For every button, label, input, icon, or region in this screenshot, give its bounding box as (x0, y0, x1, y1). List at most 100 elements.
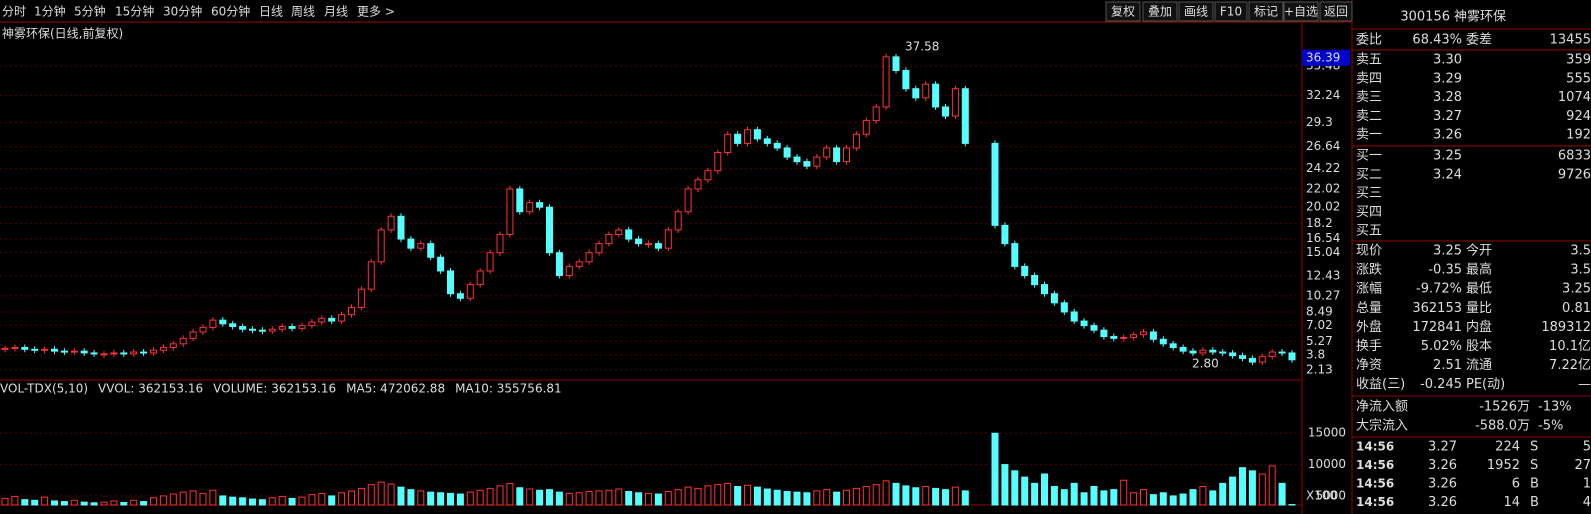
candle (486, 252, 494, 272)
y-tick-label: 18.2 (1306, 216, 1333, 230)
toolbar-button-label[interactable]: +自选 (1284, 5, 1318, 19)
book-volume: 924 (1566, 109, 1591, 124)
candle (357, 288, 365, 308)
candle (555, 252, 563, 277)
candle (328, 317, 336, 322)
stat-value: -0.245 (1420, 377, 1462, 392)
stat-label: 今开 (1466, 243, 1492, 259)
volume-bar (793, 491, 801, 506)
stat-value: 3.25 (1562, 282, 1591, 297)
book-price: 3.24 (1433, 167, 1462, 182)
candle (258, 329, 266, 332)
candle (100, 353, 108, 356)
toolbar-button-label[interactable]: 叠加 (1148, 5, 1172, 19)
candle (1120, 336, 1128, 339)
volume-bar (338, 492, 346, 506)
period-tab[interactable]: 分时 (2, 5, 26, 19)
book-price: 3.28 (1433, 90, 1462, 105)
tick-volume: 14 (1503, 495, 1520, 510)
tick-volume: 6 (1512, 477, 1520, 492)
candle (110, 352, 118, 355)
toolbar-button[interactable] (1142, 1, 1178, 22)
period-tab[interactable]: 60分钟 (211, 4, 250, 19)
stat-label: 涨幅 (1356, 282, 1382, 297)
volume-legend: VOLUME: 362153.16 (213, 382, 336, 396)
candle (674, 211, 682, 231)
period-tab[interactable]: 周线 (291, 5, 315, 19)
volume-bar (1021, 476, 1029, 506)
candle (1189, 350, 1197, 354)
toolbar-button[interactable] (1214, 1, 1248, 22)
candle (951, 88, 959, 117)
toolbar-button-label[interactable]: 返回 (1324, 5, 1348, 19)
candle (60, 350, 68, 353)
period-tab[interactable]: 日线 (259, 5, 283, 19)
volume-bar (932, 487, 940, 506)
volume-bar (1159, 492, 1167, 506)
book-price: 3.26 (1433, 128, 1462, 143)
tick-count: 5 (1583, 440, 1591, 455)
cursor-price-box (1302, 49, 1350, 66)
book-price: 3.27 (1433, 109, 1462, 124)
stat-label: 流通 (1466, 358, 1492, 373)
candle (635, 238, 643, 245)
volume-bar (1090, 486, 1098, 506)
volume-bar (1, 497, 9, 506)
volume-bar (486, 487, 494, 506)
candle (1130, 334, 1138, 338)
toolbar-button[interactable] (1248, 1, 1284, 22)
volume-bar (60, 501, 68, 506)
book-label: 卖四 (1356, 71, 1382, 86)
volume-bar (516, 487, 524, 506)
period-tab[interactable]: 5分钟 (74, 4, 106, 19)
toolbar-button[interactable] (1283, 1, 1319, 22)
toolbar-button-label[interactable]: 复权 (1111, 5, 1135, 19)
candle (1179, 346, 1187, 352)
toolbar-button-label[interactable]: 画线 (1184, 5, 1208, 19)
candle (1060, 302, 1068, 313)
candle (1149, 331, 1157, 340)
volume-bar (1110, 489, 1118, 506)
period-tab[interactable]: 30分钟 (163, 4, 202, 19)
volume-bar (595, 490, 603, 506)
candle (21, 346, 29, 350)
candle (120, 352, 128, 355)
volume-bar (1140, 489, 1147, 506)
tick-side: S (1530, 440, 1538, 455)
volume-bar (615, 488, 623, 506)
toolbar-button-label[interactable]: F10 (1220, 5, 1242, 19)
volume-bar (575, 492, 583, 506)
flow-value: -1526万 (1479, 400, 1530, 415)
candle (932, 83, 940, 108)
volume-bar (130, 499, 138, 506)
volume-bar (348, 490, 355, 506)
period-tab[interactable]: 15分钟 (115, 4, 154, 19)
volume-bar (506, 482, 514, 506)
period-tab[interactable]: 更多 > (357, 5, 395, 19)
toolbar-button[interactable] (1319, 1, 1353, 22)
y-tick-label: 22.02 (1306, 181, 1340, 195)
toolbar-button[interactable] (1178, 1, 1214, 22)
volume-bar (694, 487, 702, 506)
candle (744, 129, 751, 144)
volume-bar (1248, 470, 1256, 506)
candle (1229, 352, 1237, 357)
stat-value: 10.1亿 (1549, 339, 1591, 354)
toolbar-button-label[interactable]: 标记 (1254, 5, 1278, 19)
volume-bar (258, 499, 266, 506)
tick-count: 4 (1583, 495, 1591, 510)
candle (843, 147, 850, 163)
period-tab[interactable]: 1分钟 (34, 4, 66, 19)
volume-bar (813, 490, 821, 506)
toolbar-button[interactable] (1105, 1, 1141, 22)
volume-bar (1060, 489, 1068, 506)
flow-percent: -13% (1538, 400, 1572, 415)
candle (288, 326, 296, 329)
candle (80, 350, 88, 354)
volume-bar (843, 489, 850, 506)
period-tab[interactable]: 月线 (324, 5, 348, 19)
volume-bar (1070, 482, 1078, 506)
stat-value: 7.22亿 (1549, 358, 1591, 373)
volume-bar (209, 489, 217, 506)
volume-legend: VOL-TDX(5,10) (0, 382, 88, 396)
